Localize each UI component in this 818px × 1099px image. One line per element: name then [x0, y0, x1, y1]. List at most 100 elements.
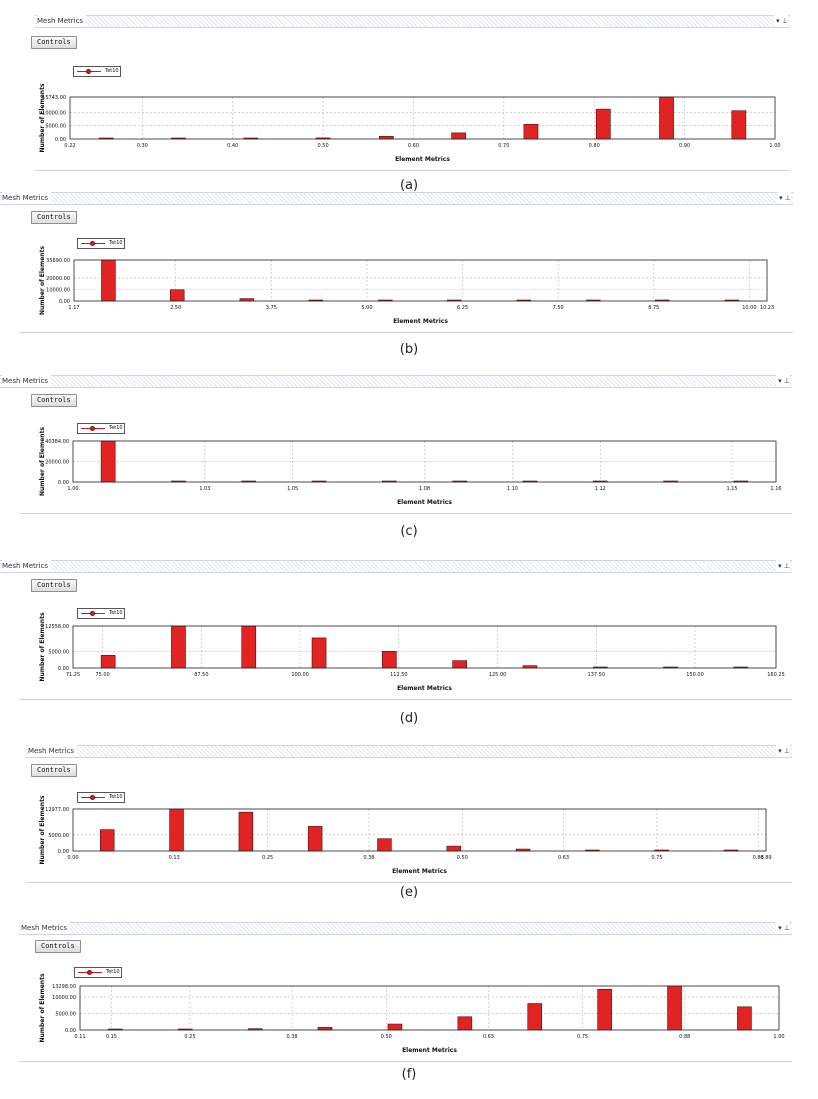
histogram-bar	[170, 289, 185, 302]
legend-label: Tet10	[106, 969, 120, 975]
window-title-bar[interactable]: Mesh Metrics ▾ ⊥	[35, 15, 790, 28]
y-tick-label: 10000.00	[46, 288, 70, 294]
x-tick-label: 71.25	[66, 672, 80, 678]
x-tick-label: 10.00	[742, 305, 756, 311]
histogram-bar	[307, 826, 323, 852]
x-tick-label: 160.25	[767, 672, 785, 678]
legend-label: Tet10	[105, 68, 119, 74]
x-tick-label: 8.75	[648, 305, 659, 311]
pin-dropdown-icon[interactable]: ▾ ⊥	[777, 192, 791, 204]
histogram-bar	[382, 650, 397, 669]
y-tick-label: 5000.00	[45, 124, 66, 130]
window-title: Mesh Metrics	[2, 375, 52, 387]
x-tick-label: 0.60	[408, 143, 419, 149]
controls-button[interactable]: Controls	[31, 579, 77, 592]
x-tick-label: 0.22	[64, 143, 75, 149]
figure-caption: (e)	[399, 885, 419, 900]
y-tick-label: 12977.00	[45, 807, 69, 813]
x-tick-label: 3.75	[266, 305, 277, 311]
x-axis-label: Element Metrics	[397, 685, 452, 692]
figure-caption: (a)	[399, 178, 419, 193]
window-title-bar[interactable]: Mesh Metrics ▾ ⊥	[19, 922, 792, 935]
x-tick-label: 100.00	[291, 672, 309, 678]
pin-dropdown-icon[interactable]: ▾ ⊥	[774, 15, 788, 27]
x-tick-label: 0.13	[169, 855, 180, 861]
x-tick-label: 1.12	[595, 486, 606, 492]
y-tick-label: 5000.00	[55, 1011, 76, 1017]
figure-caption: (b)	[399, 342, 419, 357]
histogram-bar	[378, 136, 394, 140]
y-tick-label: 40384.00	[45, 439, 69, 445]
histogram-bar	[527, 1003, 543, 1031]
controls-button[interactable]: Controls	[35, 940, 81, 953]
histogram-bar	[238, 811, 254, 852]
plot-frame	[72, 808, 767, 852]
x-tick-label: 10.23	[760, 305, 774, 311]
histogram-bar	[523, 124, 539, 140]
chart-legend: Tet10	[73, 66, 121, 77]
y-axis-label: Number of Elements	[39, 795, 46, 864]
x-tick-label: 0.50	[318, 143, 329, 149]
window-title-bar[interactable]: Mesh Metrics ▾ ⊥	[26, 745, 792, 758]
window-title-bar[interactable]: Mesh Metrics ▾ ⊥	[0, 375, 792, 388]
histogram-bar	[100, 829, 115, 852]
window-title: Mesh Metrics	[28, 745, 78, 757]
y-tick-label: 35690.00	[46, 258, 70, 264]
x-tick-label: 137.50	[588, 672, 606, 678]
histogram-bar	[171, 625, 186, 669]
x-tick-label: 0.15	[106, 1034, 117, 1040]
pin-dropdown-icon[interactable]: ▾ ⊥	[776, 745, 790, 757]
pin-dropdown-icon[interactable]: ▾ ⊥	[776, 560, 790, 572]
histogram-bar	[241, 625, 257, 669]
legend-marker-icon	[86, 69, 91, 74]
y-tick-label: 0.00	[58, 666, 69, 672]
x-tick-label: 0.25	[184, 1034, 195, 1040]
histogram-chart: 0.00 10000.00 20000.00 35690.00 1.17 2.50 3.75…	[39, 246, 774, 325]
y-tick-label: 20000.00	[45, 460, 69, 466]
x-tick-label: 0.89	[760, 855, 771, 861]
legend-marker-icon	[90, 795, 95, 800]
histogram-bar	[387, 1023, 403, 1031]
x-tick-label: 150.00	[686, 672, 704, 678]
pin-dropdown-icon[interactable]: ▾ ⊥	[776, 375, 790, 387]
controls-button[interactable]: Controls	[31, 394, 77, 407]
x-tick-label: 2.50	[170, 305, 181, 311]
window-title-bar[interactable]: Mesh Metrics ▾ ⊥	[0, 560, 792, 573]
x-tick-label: 87.50	[194, 672, 208, 678]
controls-button[interactable]: Controls	[31, 764, 77, 777]
y-tick-label: 10000.00	[42, 110, 66, 116]
controls-button[interactable]: Controls	[31, 211, 77, 224]
x-tick-label: 0.38	[363, 855, 374, 861]
plot-frame	[73, 259, 768, 302]
x-tick-label: 1.00	[67, 486, 78, 492]
pin-dropdown-icon[interactable]: ▾ ⊥	[776, 922, 790, 934]
x-tick-label: 6.25	[457, 305, 468, 311]
x-tick-label: 1.03	[199, 486, 210, 492]
histogram-bar	[597, 989, 612, 1031]
x-tick-label: 1.17	[68, 305, 79, 311]
mesh-metrics-panel: Mesh Metrics ▾ ⊥ Controls Tet10 0.00 5000.00 1…	[0, 922, 818, 1097]
x-tick-label: 0.88	[679, 1034, 690, 1040]
x-tick-label: 0.30	[137, 143, 148, 149]
legend-label: Tet10	[109, 794, 123, 800]
x-tick-label: 7.50	[553, 305, 564, 311]
x-tick-label: 0.90	[679, 143, 690, 149]
histogram-chart: 0.00 5000.00 12558.00 71.25 75.00 87.50 100.00…	[39, 612, 785, 692]
x-tick-label: 0.00	[67, 855, 78, 861]
controls-button[interactable]: Controls	[31, 36, 77, 49]
histogram-bar	[100, 654, 116, 669]
y-axis-label: Number of Elements	[39, 973, 46, 1042]
y-tick-label: 0.00	[58, 849, 69, 855]
x-tick-label: 0.25	[262, 855, 273, 861]
x-tick-label: 0.50	[457, 855, 468, 861]
histogram-bar	[100, 440, 116, 483]
histogram-bar	[595, 108, 611, 140]
histogram-bar	[452, 660, 467, 669]
x-axis-label: Element Metrics	[393, 318, 448, 325]
y-tick-label: 12558.00	[45, 624, 69, 630]
y-tick-label: 0.00	[58, 480, 69, 486]
histogram-bar	[457, 1016, 473, 1031]
window-title-bar[interactable]: Mesh Metrics ▾ ⊥	[0, 192, 793, 205]
x-tick-label: 1.05	[287, 486, 298, 492]
figure-caption: (c)	[400, 524, 418, 539]
